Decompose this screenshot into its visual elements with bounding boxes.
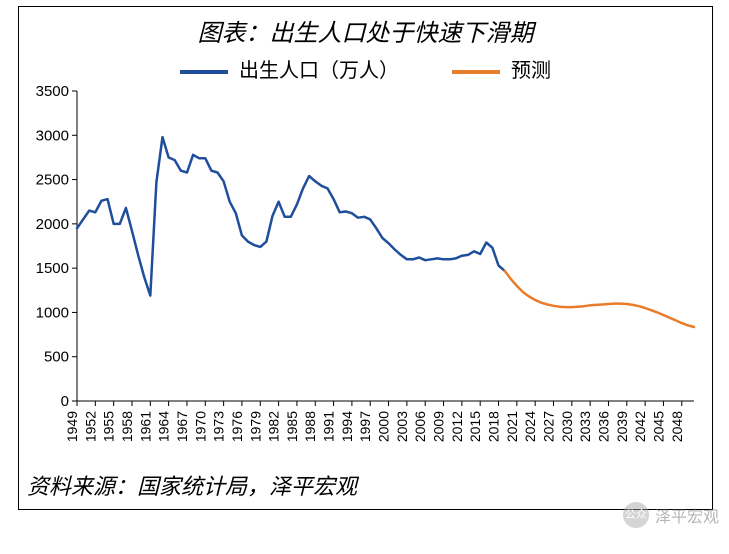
svg-text:1967: 1967 [174,411,190,442]
svg-text:2500: 2500 [36,172,69,189]
svg-text:0: 0 [61,393,69,410]
wechat-icon: 公众号 [623,502,649,528]
svg-text:1991: 1991 [321,411,337,442]
svg-text:1500: 1500 [36,260,69,277]
svg-text:2027: 2027 [540,411,556,442]
svg-text:1982: 1982 [266,411,282,442]
svg-text:1994: 1994 [339,411,355,442]
svg-text:3500: 3500 [36,85,69,100]
svg-text:1973: 1973 [211,411,227,442]
legend-item-forecast: 预测 [452,54,551,83]
legend-label-actual: 出生人口（万人） [239,60,399,82]
svg-text:2015: 2015 [467,411,483,442]
svg-text:1952: 1952 [82,411,98,442]
svg-text:1955: 1955 [101,411,117,442]
svg-text:2048: 2048 [669,411,685,442]
legend-swatch-actual [180,70,228,74]
svg-text:2000: 2000 [36,216,69,233]
svg-text:2009: 2009 [431,411,447,442]
svg-text:3000: 3000 [36,127,69,144]
svg-text:1988: 1988 [302,411,318,442]
legend: 出生人口（万人） 预测 [19,52,712,85]
watermark-text: 泽平宏观 [655,503,719,527]
svg-text:2024: 2024 [522,411,538,442]
watermark: 公众号 泽平宏观 [623,502,719,528]
svg-text:2039: 2039 [614,411,630,442]
svg-text:1997: 1997 [357,411,373,442]
svg-text:2045: 2045 [650,411,666,442]
svg-text:2000: 2000 [376,411,392,442]
svg-text:1961: 1961 [137,411,153,442]
svg-text:2033: 2033 [577,411,593,442]
svg-text:1949: 1949 [64,411,80,442]
svg-text:1976: 1976 [229,411,245,442]
svg-text:2036: 2036 [595,411,611,442]
svg-text:2042: 2042 [632,411,648,442]
svg-text:2006: 2006 [412,411,428,442]
legend-swatch-forecast [452,70,500,74]
chart-title: 图表：出生人口处于快速下滑期 [19,7,712,52]
svg-text:2030: 2030 [559,411,575,442]
svg-text:1970: 1970 [192,411,208,442]
chart-frame: 图表：出生人口处于快速下滑期 出生人口（万人） 预测 0 500 1000 1500 2… [18,6,713,510]
chart-area: 0 500 1000 1500 2000 2500 3000 3500 194919521955… [19,85,712,465]
legend-label-forecast: 预测 [511,60,551,82]
svg-text:1958: 1958 [119,411,135,442]
svg-text:2018: 2018 [486,411,502,442]
svg-text:1964: 1964 [156,411,172,442]
svg-text:2012: 2012 [449,411,465,442]
legend-item-actual: 出生人口（万人） [180,54,399,83]
svg-text:2003: 2003 [394,411,410,442]
svg-text:1979: 1979 [247,411,263,442]
svg-text:2021: 2021 [504,411,520,442]
line-chart: 0 500 1000 1500 2000 2500 3000 3500 194919521955… [19,85,712,465]
svg-text:1985: 1985 [284,411,300,442]
svg-text:500: 500 [44,349,69,366]
source-line: 资料来源：国家统计局，泽平宏观 [19,465,712,501]
svg-text:1000: 1000 [36,304,69,321]
